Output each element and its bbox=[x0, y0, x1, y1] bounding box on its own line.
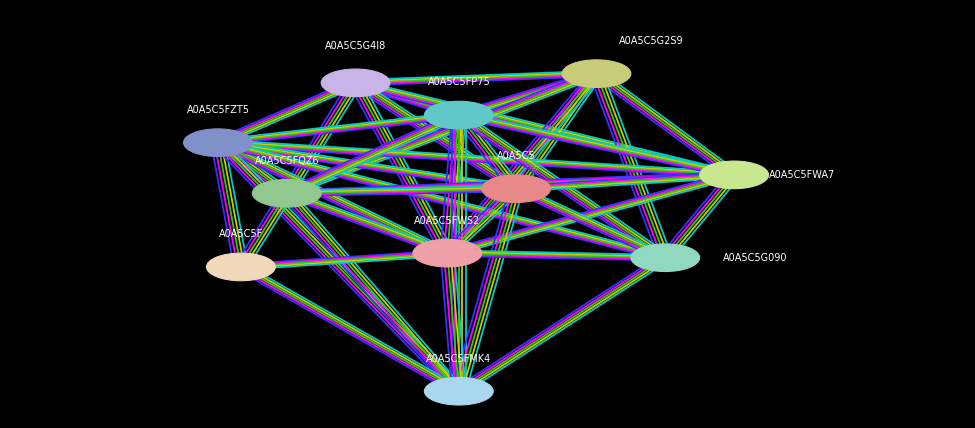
Circle shape bbox=[413, 239, 482, 267]
Text: A0A5C5F: A0A5C5F bbox=[218, 229, 263, 239]
Circle shape bbox=[424, 377, 493, 405]
Circle shape bbox=[562, 60, 631, 87]
Circle shape bbox=[253, 179, 321, 207]
Circle shape bbox=[183, 129, 253, 157]
Text: A0A5C5FQZ6: A0A5C5FQZ6 bbox=[254, 156, 319, 166]
Text: A0A5C5FZT5: A0A5C5FZT5 bbox=[186, 105, 250, 115]
Text: A0A5C5G2S9: A0A5C5G2S9 bbox=[619, 36, 684, 46]
Text: A0A5C5FWS2: A0A5C5FWS2 bbox=[414, 216, 481, 226]
Text: A0A5C5FP75: A0A5C5FP75 bbox=[427, 77, 490, 87]
Circle shape bbox=[424, 101, 493, 129]
Circle shape bbox=[207, 253, 275, 281]
Circle shape bbox=[321, 69, 390, 97]
Circle shape bbox=[482, 175, 551, 202]
Text: A0A5C5: A0A5C5 bbox=[497, 151, 535, 161]
Text: A0A5C5G090: A0A5C5G090 bbox=[722, 253, 787, 263]
Text: A0A5C5FMK4: A0A5C5FMK4 bbox=[426, 354, 491, 363]
Text: A0A5C5FWA7: A0A5C5FWA7 bbox=[768, 170, 835, 180]
Circle shape bbox=[631, 244, 700, 271]
Circle shape bbox=[700, 161, 768, 189]
Text: A0A5C5G4I8: A0A5C5G4I8 bbox=[325, 41, 386, 51]
